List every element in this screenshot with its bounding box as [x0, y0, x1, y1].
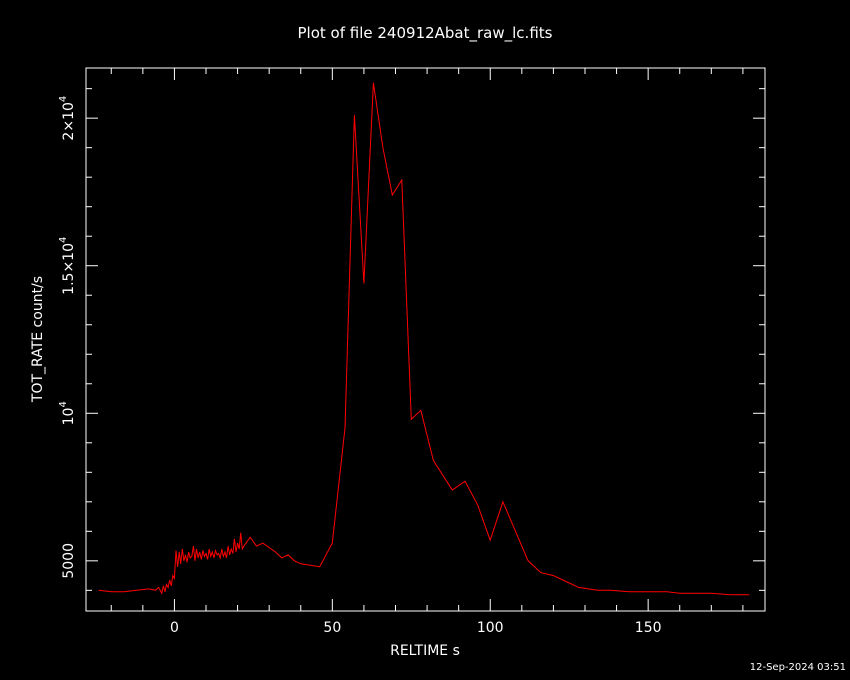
y-tick-label: 2×104: [58, 96, 77, 141]
plot-frame: [85, 67, 766, 612]
y-tick-mantissa: 2×10: [61, 102, 77, 140]
x-tick-label: 150: [635, 620, 662, 636]
x-tick-label: 100: [477, 620, 504, 636]
y-tick-label: 1.5×104: [58, 237, 77, 295]
timestamp: 12-Sep-2024 03:51: [750, 662, 846, 673]
y-tick-mantissa: 1.5×10: [61, 243, 77, 295]
chart-title: Plot of file 240912Abat_raw_lc.fits: [298, 24, 553, 43]
y-tick-exponent: 4: [58, 96, 69, 102]
y-tick-label: 104: [58, 401, 77, 425]
y-tick-exponent: 4: [58, 237, 69, 243]
x-tick-label: 50: [323, 620, 341, 636]
y-tick-mantissa: 10: [61, 408, 77, 426]
y-axis-label: TOT_RATE count/s: [30, 276, 46, 403]
tick-marks: [86, 68, 765, 611]
y-tick-label: 5000: [61, 543, 77, 579]
y-tick-mantissa: 5000: [61, 543, 77, 579]
x-axis-label: RELTIME s: [390, 643, 460, 659]
x-tick-label: 0: [170, 620, 179, 636]
series-line-tot-rate: [98, 82, 750, 596]
y-tick-exponent: 4: [58, 401, 69, 407]
